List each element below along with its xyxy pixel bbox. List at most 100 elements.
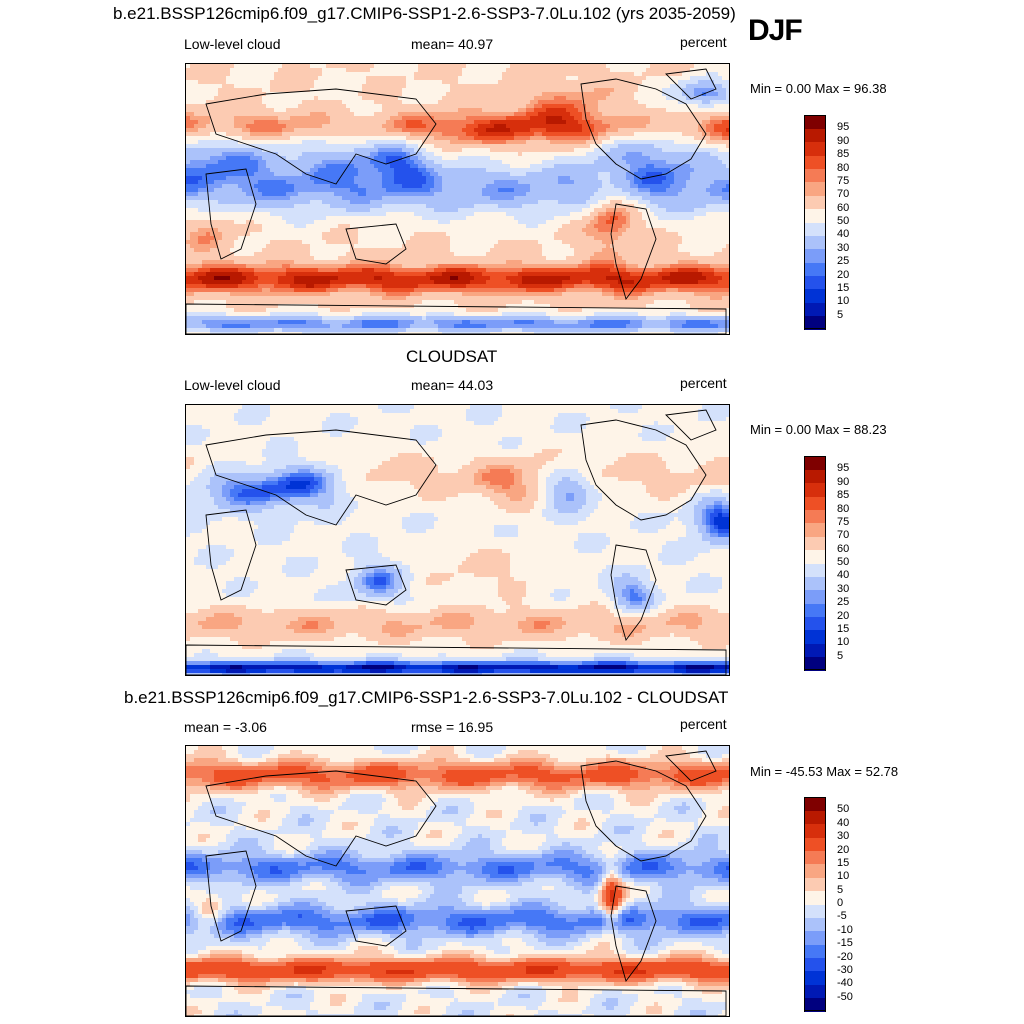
colorbar-swatch [804, 141, 826, 156]
colorbar-swatch [804, 168, 826, 183]
colorbar-tick-label: 50 [837, 556, 849, 568]
colorbar-tick-label: 25 [837, 255, 849, 267]
colorbar-swatch [804, 315, 826, 330]
panel3-colorbar: -50 -40 -30 -20 -15 -10 -5 0 5 10 15 20 30 40 50 [804, 797, 864, 1012]
map-field [186, 405, 729, 675]
colorbar-tick-label: 50 [837, 215, 849, 227]
colorbar-swatch [804, 181, 826, 196]
colorbar-tick-label: 40 [837, 228, 849, 240]
colorbar-swatch [804, 262, 826, 276]
colorbar-swatch [804, 877, 826, 892]
coastline [610, 544, 657, 641]
panel3-mean-label: mean = -3.06 [184, 719, 267, 735]
coastline [186, 985, 727, 1016]
colorbar-tick-label: 15 [837, 282, 849, 294]
colorbar-swatch [804, 957, 826, 972]
panel3-units-label: percent [680, 716, 727, 732]
colorbar-tick-label: 30 [837, 242, 849, 254]
colorbar-tick-label: 25 [837, 596, 849, 608]
coastline [205, 850, 257, 942]
panel3-rmse-label: rmse = 16.95 [411, 719, 493, 735]
colorbar-swatch [804, 797, 826, 811]
coastline [665, 68, 717, 100]
colorbar-tick-label: 10 [837, 636, 849, 648]
colorbar-swatch [804, 115, 826, 129]
colorbar-tick-label: 0 [837, 897, 843, 909]
colorbar-tick-label: 90 [837, 476, 849, 488]
colorbar-swatch [804, 288, 826, 303]
colorbar-swatch [804, 456, 826, 470]
colorbar-swatch [804, 128, 826, 143]
colorbar-swatch [804, 616, 826, 631]
panel3-title: b.e21.BSSP126cmip6.f09_g17.CMIP6-SSP1-2.… [124, 688, 728, 708]
colorbar-swatch [804, 984, 826, 999]
colorbar-swatch [804, 222, 826, 236]
coastline [610, 885, 657, 982]
colorbar-swatch [804, 563, 826, 577]
colorbar-swatch [804, 629, 826, 644]
colorbar-tick-label: -5 [837, 910, 847, 922]
colorbar-swatch [804, 970, 826, 985]
panel3-map [185, 745, 730, 1017]
coastline [665, 409, 717, 441]
colorbar-tick-label: 15 [837, 857, 849, 869]
colorbar-tick-label: 75 [837, 175, 849, 187]
colorbar-swatch [804, 235, 826, 250]
coastline [205, 88, 437, 185]
panel1-minmax: Min = 0.00 Max = 96.38 [750, 81, 887, 96]
panel2-colorbar: 5 10 15 20 25 30 40 50 60 70 75 80 85 90 95 [804, 456, 864, 671]
colorbar-tick-label: 70 [837, 188, 849, 200]
coastline [610, 203, 657, 300]
panel1-mean-label: mean= 40.97 [411, 36, 493, 52]
colorbar-swatch [804, 997, 826, 1012]
panel2-map [185, 404, 730, 676]
coastline [580, 78, 707, 180]
colorbar-swatch [804, 208, 826, 223]
coastline [345, 223, 407, 265]
colorbar-swatch [804, 656, 826, 671]
colorbar-swatch [804, 603, 826, 617]
colorbar-tick-label: 40 [837, 569, 849, 581]
colorbar-swatch [804, 890, 826, 905]
panel2-units-label: percent [680, 375, 727, 391]
colorbar-swatch [804, 837, 826, 851]
colorbar-swatch [804, 509, 826, 524]
colorbar-swatch [804, 155, 826, 169]
colorbar-swatch [804, 917, 826, 932]
colorbar-tick-label: 30 [837, 583, 849, 595]
colorbar-swatch [804, 810, 826, 825]
colorbar-tick-label: 60 [837, 202, 849, 214]
colorbar-swatch [804, 482, 826, 497]
coastline [345, 564, 407, 606]
colorbar-swatch [804, 302, 826, 317]
colorbar-tick-label: 95 [837, 462, 849, 474]
season-label: DJF [748, 14, 803, 48]
colorbar-tick-label: -30 [837, 964, 853, 976]
colorbar-tick-label: 90 [837, 135, 849, 147]
colorbar-tick-label: -15 [837, 937, 853, 949]
colorbar-tick-label: 80 [837, 162, 849, 174]
colorbar-swatch [804, 863, 826, 878]
coastline [580, 760, 707, 862]
coastline [186, 303, 727, 334]
colorbar-swatch [804, 850, 826, 865]
panel2-title: CLOUDSAT [406, 347, 497, 367]
colorbar-swatch [804, 930, 826, 945]
colorbar-swatch [804, 522, 826, 537]
panel1-variable-label: Low-level cloud [184, 36, 281, 52]
colorbar-tick-label: 75 [837, 516, 849, 528]
colorbar-tick-label: 15 [837, 623, 849, 635]
colorbar-tick-label: -20 [837, 951, 853, 963]
colorbar-tick-label: 50 [837, 803, 849, 815]
colorbar-swatch [804, 496, 826, 510]
colorbar-swatch [804, 469, 826, 484]
coastline [665, 750, 717, 782]
coastline [205, 168, 257, 260]
colorbar-swatch [804, 589, 826, 604]
colorbar-tick-label: -40 [837, 977, 853, 989]
colorbar-tick-label: 70 [837, 529, 849, 541]
colorbar-tick-label: 30 [837, 830, 849, 842]
colorbar-tick-label: -10 [837, 924, 853, 936]
panel1-units-label: percent [680, 34, 727, 50]
map-field [186, 746, 729, 1016]
